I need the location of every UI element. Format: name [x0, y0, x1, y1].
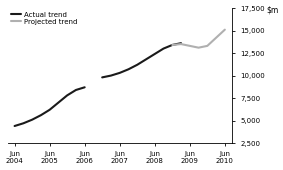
Projected trend	[223, 29, 226, 31]
Actual trend	[65, 94, 69, 96]
Legend: Actual trend, Projected trend: Actual trend, Projected trend	[11, 12, 78, 25]
Actual trend	[74, 89, 78, 91]
Projected trend	[206, 45, 209, 47]
Y-axis label: $m: $m	[266, 5, 278, 14]
Actual trend	[57, 101, 60, 104]
Actual trend	[39, 114, 42, 116]
Projected trend	[197, 47, 200, 49]
Actual trend	[13, 125, 16, 127]
Projected trend	[171, 44, 174, 46]
Projected trend	[215, 37, 218, 39]
Actual trend	[83, 86, 86, 88]
Actual trend	[22, 122, 25, 124]
Actual trend	[48, 109, 51, 111]
Line: Projected trend: Projected trend	[172, 30, 225, 48]
Projected trend	[188, 45, 192, 47]
Projected trend	[179, 43, 183, 45]
Line: Actual trend: Actual trend	[15, 87, 85, 126]
Actual trend	[30, 119, 34, 121]
